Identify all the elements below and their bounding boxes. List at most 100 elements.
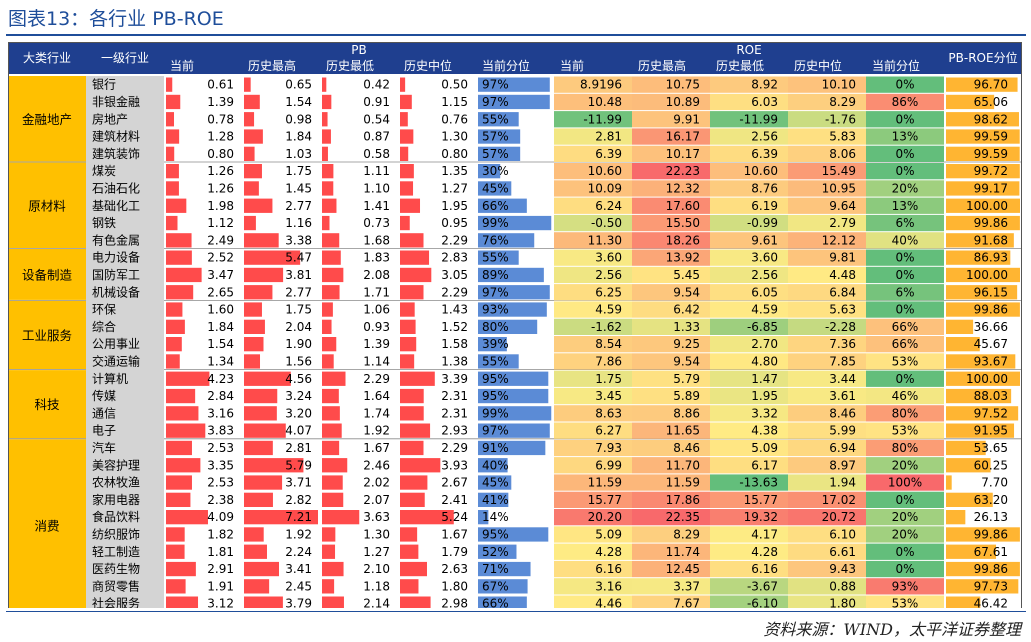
pb-pct-value: 55% xyxy=(482,354,509,368)
pb-bar xyxy=(400,510,454,525)
roe-value: 5.99 xyxy=(829,424,856,438)
roe-cell xyxy=(554,266,632,284)
roe-value: 11.74 xyxy=(666,545,700,559)
pbroe-bar xyxy=(946,388,1012,404)
pbroe-value: 97.52 xyxy=(974,406,1008,420)
pb-bar xyxy=(322,198,337,213)
roe-value: 11.65 xyxy=(666,424,700,438)
pb-bar xyxy=(166,250,192,265)
pb-value: 0.87 xyxy=(363,130,390,144)
pb-bar xyxy=(244,371,291,386)
pb-bar xyxy=(400,337,417,352)
roe-value: 8.97 xyxy=(829,458,856,472)
roe-value: 4.17 xyxy=(751,527,778,541)
pb-value: 1.30 xyxy=(363,527,390,541)
pb-bar xyxy=(166,423,206,438)
pb-value: 3.81 xyxy=(285,268,312,282)
pb-value: 1.83 xyxy=(363,251,390,265)
roe-pct-value: 40% xyxy=(892,233,919,247)
group-label: 设备制造 xyxy=(22,267,73,282)
roe-value: 0.88 xyxy=(829,579,856,593)
roe-value: 3.37 xyxy=(673,579,700,593)
industry-name: 建筑装饰 xyxy=(92,146,140,161)
roe-pct-cell xyxy=(866,301,944,318)
roe-value: 9.91 xyxy=(673,112,700,126)
pb-value: 1.54 xyxy=(285,95,312,109)
industry-name: 轻工制造 xyxy=(92,545,140,559)
pb-value: 1.75 xyxy=(285,164,312,178)
pb-bar xyxy=(400,250,430,265)
industry-name: 计算机 xyxy=(92,371,128,386)
pb-value: 1.58 xyxy=(441,337,468,351)
title-rule xyxy=(6,34,1026,36)
pb-bar xyxy=(166,561,196,577)
roe-pct-cell xyxy=(866,578,944,595)
pbroe-bar xyxy=(946,492,993,507)
roe-value: 3.32 xyxy=(751,406,778,420)
roe-value: 6.39 xyxy=(595,147,622,161)
table-border xyxy=(8,42,1022,608)
roe-cell xyxy=(632,526,710,543)
roe-cell xyxy=(554,595,632,608)
roe-value: 13.92 xyxy=(666,251,700,265)
roe-cell xyxy=(710,509,788,526)
pb-value: 0.61 xyxy=(207,78,234,92)
pb-pct-bar xyxy=(478,319,538,334)
pb-bar xyxy=(166,198,187,213)
pb-value: 1.67 xyxy=(363,441,390,455)
roe-value: 12.32 xyxy=(666,181,700,195)
pb-pct-value: 55% xyxy=(482,112,509,126)
roe-value: 5.45 xyxy=(673,268,700,282)
roe-value: 10.89 xyxy=(666,95,700,109)
pbroe-bar xyxy=(946,77,1018,92)
roe-cell xyxy=(710,422,788,439)
pb-bar xyxy=(244,475,283,490)
header-background xyxy=(8,42,1022,74)
industry-name: 煤炭 xyxy=(92,164,116,178)
roe-value: 4.59 xyxy=(595,303,622,317)
pb-bar xyxy=(244,215,256,231)
pb-value: 0.76 xyxy=(441,112,468,126)
pb-value: 1.16 xyxy=(285,216,312,230)
roe-pct-cell xyxy=(866,93,944,111)
pb-value: 2.82 xyxy=(285,493,312,507)
roe-pct-cell xyxy=(866,474,944,491)
pb-bar xyxy=(244,198,273,213)
pb-bar xyxy=(166,579,186,594)
roe-value: -1.76 xyxy=(825,112,856,126)
pb-bar xyxy=(400,233,424,248)
roe-value: 4.80 xyxy=(751,354,778,368)
roe-value: 6.24 xyxy=(595,199,622,213)
pb-pct-value: 76% xyxy=(482,233,509,247)
industry-name: 公用事业 xyxy=(92,337,140,351)
industry-name: 商贸零售 xyxy=(92,578,140,593)
roe-cell xyxy=(632,301,710,318)
pb-bar xyxy=(166,527,185,542)
pb-value: 1.15 xyxy=(441,95,468,109)
pb-bar xyxy=(166,164,179,179)
pb-bar xyxy=(400,579,419,594)
pb-bar xyxy=(166,337,182,352)
roe-cell xyxy=(632,595,710,608)
pb-pct-bar xyxy=(478,406,552,421)
roe-value: 4.48 xyxy=(829,268,856,282)
pb-bar xyxy=(244,388,278,404)
roe-pct-value: 80% xyxy=(892,441,919,455)
pb-value: 3.39 xyxy=(441,372,468,386)
roe-value: 8.29 xyxy=(829,95,856,109)
industry-name: 石油石化 xyxy=(92,181,140,195)
pb-bar xyxy=(400,285,424,300)
roe-pct-cell xyxy=(866,180,944,197)
roe-cell xyxy=(788,543,866,560)
pb-pct-value: 95% xyxy=(482,527,509,541)
pbroe-value: 67.61 xyxy=(974,545,1008,559)
pbroe-value: 26.13 xyxy=(974,510,1008,524)
pb-value: 2.91 xyxy=(207,562,234,576)
pb-value: 4.56 xyxy=(285,372,312,386)
pb-pct-value: 97% xyxy=(482,424,509,438)
roe-cell xyxy=(788,422,866,439)
pb-value: 1.52 xyxy=(441,320,468,334)
roe-pct-value: 0% xyxy=(895,78,914,92)
roe-value: 8.46 xyxy=(673,441,700,455)
pbroe-bar xyxy=(946,198,1020,213)
